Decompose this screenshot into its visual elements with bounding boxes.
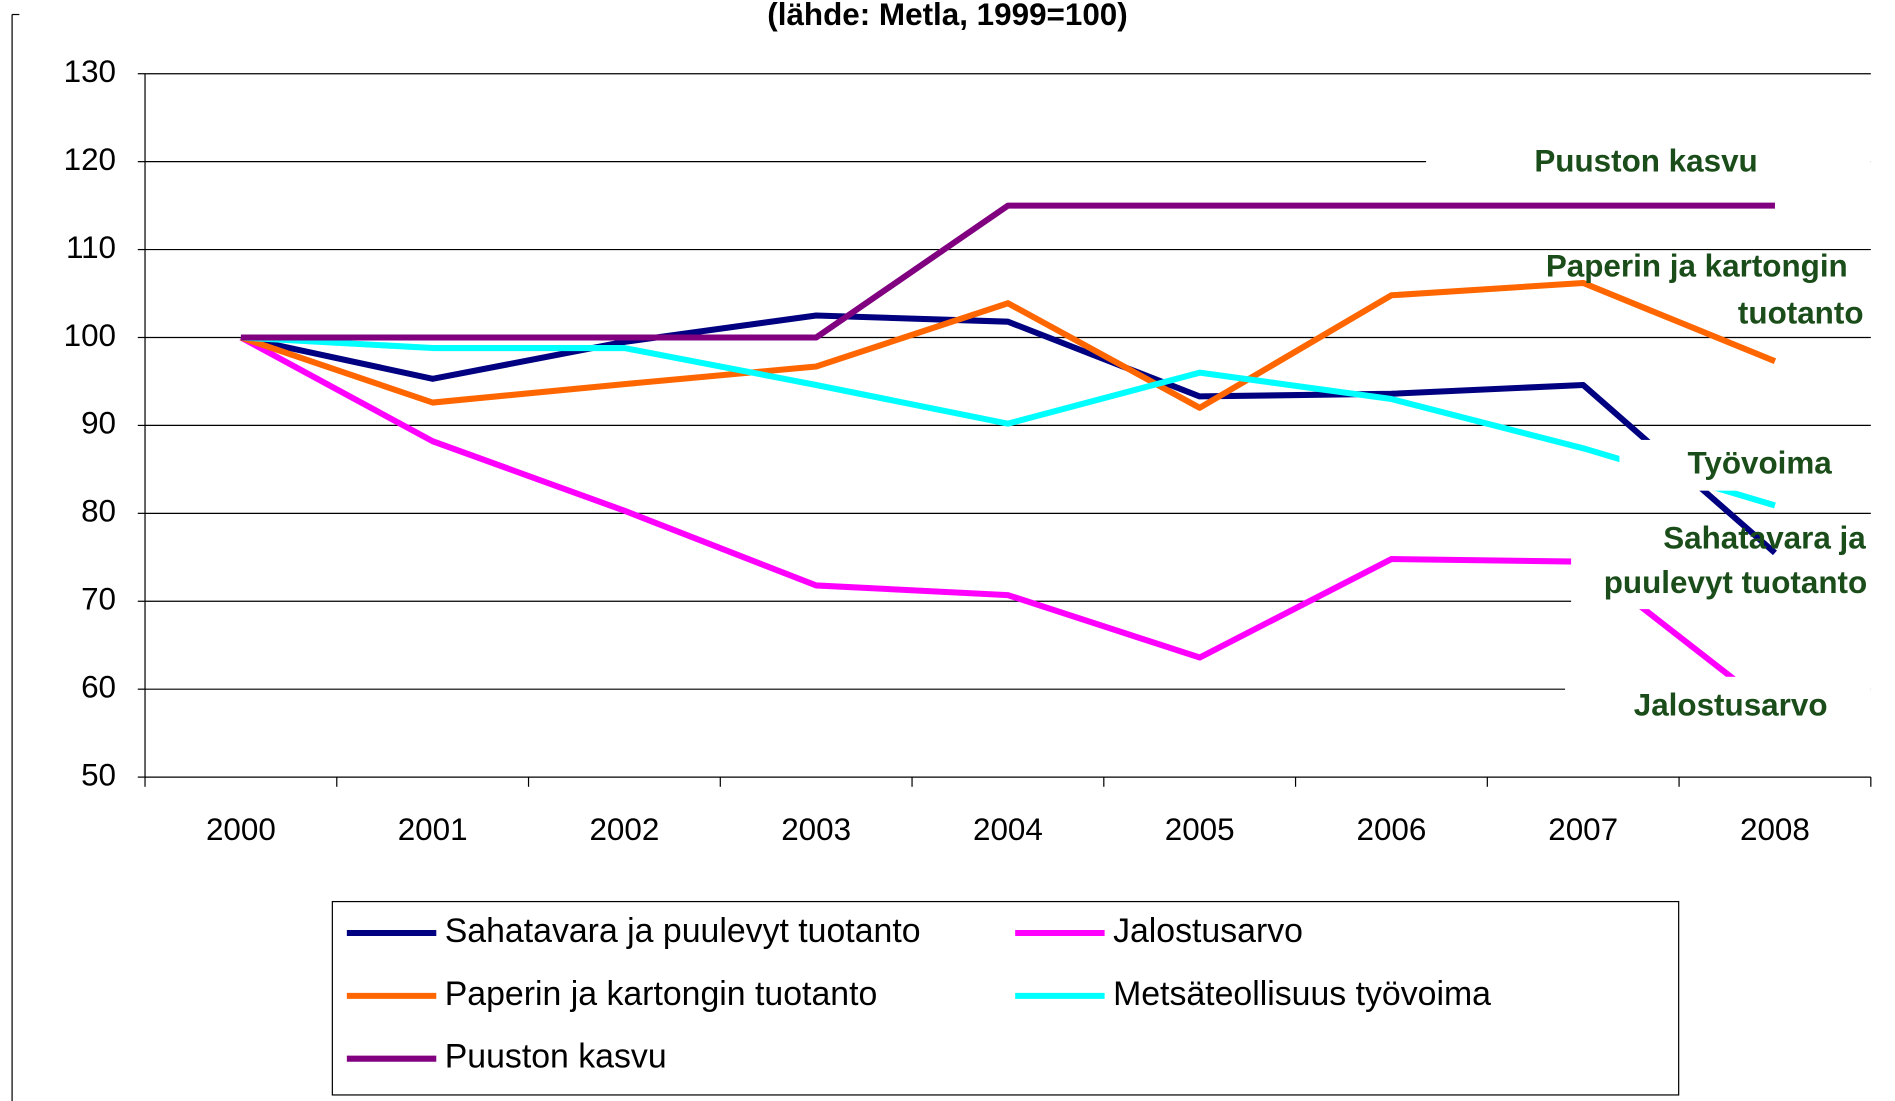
y-tick-label: 120 [64,142,116,177]
legend-label: Paperin ja kartongin tuotanto [445,975,878,1013]
annotation-bg [1565,676,1871,735]
annotation: Puuston kasvu [1534,143,1757,178]
y-tick-label: 50 [81,757,116,792]
legend-label: Jalostusarvo [1113,912,1303,950]
annotation: Jalostusarvo [1634,687,1828,722]
annotation: tuotanto [1738,296,1864,331]
annotation-bg [1619,439,1857,491]
legend-box [331,900,1680,1096]
annotation: Työvoima [1688,446,1833,481]
x-tick-label: 2007 [1548,812,1618,847]
annotation-bg [1571,558,1888,610]
series-line [239,334,1777,714]
legend-label: Metsäteollisuus työvoima [1113,975,1491,1013]
x-tick-label: 2005 [1165,812,1235,847]
series-line [239,279,1777,411]
x-tick-label: 2001 [398,812,468,847]
annotation-bg [1426,138,1871,190]
y-tick-label: 80 [81,494,116,529]
x-tick-label: 2006 [1357,812,1427,847]
legend-label: Puuston kasvu [445,1038,667,1076]
x-tick-label: 2008 [1740,812,1810,847]
x-tick-label: 2003 [781,812,851,847]
x-tick-label: 2000 [206,812,276,847]
y-tick-label: 110 [66,230,116,265]
y-tick-label: 60 [81,669,116,704]
annotation: Paperin ja kartongin [1546,249,1848,284]
y-tick-label: 100 [64,318,116,353]
chart-title: (lähde: Metla, 1999=100) [767,0,1127,32]
annotation: Sahatavara ja [1663,521,1866,556]
y-tick-label: 130 [64,54,116,89]
x-tick-label: 2002 [589,812,659,847]
x-tick-label: 2004 [973,812,1043,847]
series-line [240,312,1777,556]
series-line [240,334,1776,509]
y-tick-label: 90 [81,406,116,441]
y-tick-label: 70 [81,582,116,617]
annotation: puulevyt tuotanto [1604,565,1867,600]
series-line [240,202,1775,341]
legend-label: Sahatavara ja puulevyt tuotanto [445,912,921,950]
